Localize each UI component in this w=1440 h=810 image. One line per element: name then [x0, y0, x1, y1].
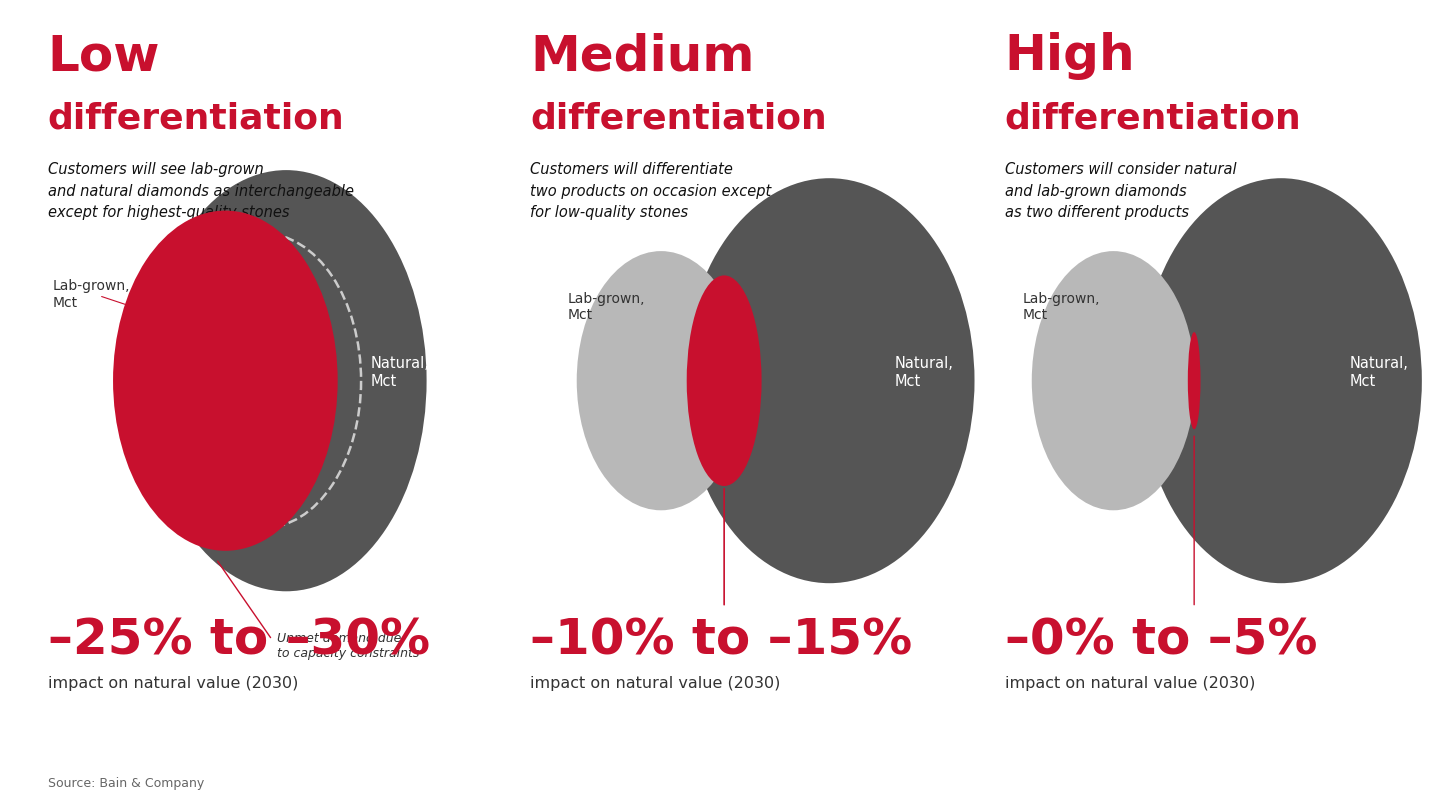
Text: Lab-grown,
Mct: Lab-grown, Mct: [52, 279, 130, 309]
Text: Natural,
Mct: Natural, Mct: [1349, 356, 1408, 389]
Ellipse shape: [1188, 332, 1201, 429]
Text: Source: Bain & Company: Source: Bain & Company: [48, 777, 204, 790]
Ellipse shape: [687, 275, 762, 486]
Text: differentiation: differentiation: [1005, 101, 1302, 135]
Text: impact on natural value (2030): impact on natural value (2030): [48, 676, 298, 692]
Text: differentiation: differentiation: [48, 101, 344, 135]
Ellipse shape: [1140, 178, 1421, 583]
Ellipse shape: [1032, 251, 1195, 510]
Text: Unmet demand due
to capacity constraints: Unmet demand due to capacity constraints: [276, 632, 419, 660]
Text: differentiation: differentiation: [530, 101, 827, 135]
Ellipse shape: [114, 211, 338, 551]
Text: Lab-grown,
Mct: Lab-grown, Mct: [567, 292, 645, 322]
Text: Natural,
Mct: Natural, Mct: [894, 356, 953, 389]
Text: impact on natural value (2030): impact on natural value (2030): [530, 676, 780, 692]
Text: impact on natural value (2030): impact on natural value (2030): [1005, 676, 1254, 692]
Text: Customers will see lab-grown
and natural diamonds as interchangeable
except for : Customers will see lab-grown and natural…: [48, 162, 354, 220]
Text: Medium: Medium: [530, 32, 755, 80]
Ellipse shape: [684, 178, 975, 583]
Text: Customers will consider natural
and lab-grown diamonds
as two different products: Customers will consider natural and lab-…: [1005, 162, 1236, 220]
Text: High: High: [1005, 32, 1135, 80]
Text: Low: Low: [48, 32, 160, 80]
Text: –10% to –15%: –10% to –15%: [530, 616, 912, 664]
Ellipse shape: [576, 251, 746, 510]
Text: Natural,
Mct: Natural, Mct: [370, 356, 429, 389]
Text: –0% to –5%: –0% to –5%: [1005, 616, 1318, 664]
Text: Lab-grown,
Mct: Lab-grown, Mct: [1022, 292, 1100, 322]
Ellipse shape: [145, 170, 426, 591]
Text: Customers will differentiate
two products on occasion except
for low-quality sto: Customers will differentiate two product…: [530, 162, 772, 220]
Text: –25% to –30%: –25% to –30%: [48, 616, 429, 664]
